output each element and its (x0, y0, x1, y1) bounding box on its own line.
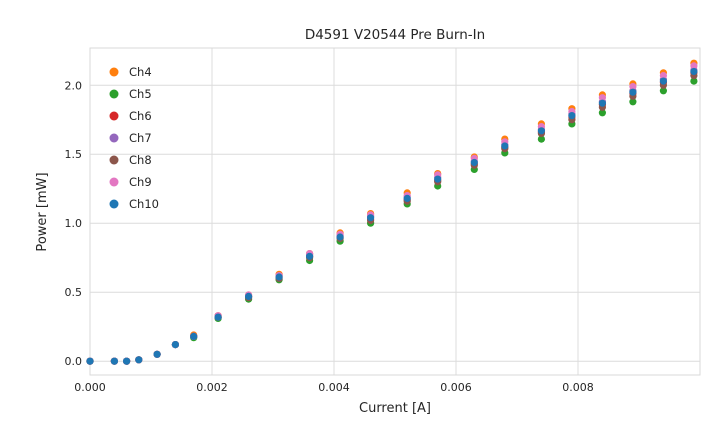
x-tick-labels: 0.000 0.002 0.004 0.006 0.008 (74, 381, 594, 394)
data-points (86, 59, 698, 365)
legend: Ch4 Ch5 Ch6 Ch7 Ch8 Ch9 Ch10 (109, 65, 159, 211)
x-tick-label: 0.008 (562, 381, 594, 394)
data-point-ch9 (690, 62, 698, 70)
x-axis-label: Current [A] (359, 401, 431, 416)
legend-marker-ch5 (109, 89, 119, 99)
legend-marker-ch7 (109, 133, 119, 143)
legend-marker-ch9 (109, 177, 119, 187)
data-point-ch10 (86, 357, 94, 365)
data-point-ch10 (123, 357, 131, 365)
x-tick-label: 0.006 (440, 381, 472, 394)
legend-label-ch9: Ch9 (129, 175, 152, 189)
data-point-ch10 (659, 77, 668, 85)
data-point-ch5 (690, 77, 698, 85)
y-tick-label: 0.5 (65, 286, 83, 299)
legend-label-ch4: Ch4 (129, 65, 152, 79)
legend-marker-ch4 (109, 67, 119, 77)
legend-label-ch7: Ch7 (129, 131, 152, 145)
data-point-ch10 (434, 175, 442, 183)
data-point-ch10 (275, 273, 283, 281)
data-point-ch10 (568, 112, 576, 120)
y-tick-label: 2.0 (65, 79, 83, 92)
data-point-ch10 (537, 127, 546, 135)
legend-marker-ch10 (109, 199, 119, 209)
legend-marker-ch6 (109, 111, 119, 121)
data-point-ch10 (110, 357, 118, 365)
data-point-ch10 (470, 158, 478, 167)
data-point-ch10 (501, 142, 509, 150)
data-point-ch10 (135, 356, 143, 364)
y-tick-label: 0.0 (65, 355, 83, 368)
x-tick-label: 0.000 (74, 381, 106, 394)
data-point-ch10 (214, 313, 222, 321)
legend-marker-ch8 (109, 155, 119, 165)
plot-border (89, 47, 701, 376)
data-point-ch9 (659, 72, 668, 80)
legend-label-ch10: Ch10 (129, 197, 159, 211)
data-point-ch10 (336, 233, 344, 241)
data-point-ch10 (306, 252, 314, 260)
data-point-ch10 (598, 99, 607, 107)
data-point-ch10 (245, 292, 253, 300)
data-point-ch10 (190, 332, 198, 340)
data-point-ch10 (629, 88, 637, 96)
data-point-ch10 (367, 214, 375, 222)
data-point-ch9 (629, 83, 637, 91)
grid-lines (89, 48, 700, 375)
data-point-ch10 (171, 341, 179, 349)
y-tick-labels: 0.0 0.5 1.0 1.5 2.0 (65, 79, 83, 368)
legend-label-ch5: Ch5 (129, 87, 152, 101)
x-tick-label: 0.002 (196, 381, 228, 394)
data-point-ch5 (659, 87, 668, 95)
data-point-ch5 (537, 135, 546, 143)
legend-label-ch8: Ch8 (129, 153, 152, 167)
chart-title: D4591 V20544 Pre Burn-In (305, 27, 485, 43)
y-tick-label: 1.0 (65, 217, 83, 230)
data-point-ch10 (153, 350, 161, 358)
y-tick-label: 1.5 (65, 148, 83, 161)
y-axis-label: Power [mW] (35, 172, 50, 251)
data-point-ch5 (629, 98, 637, 106)
data-point-ch9 (598, 94, 607, 102)
legend-label-ch6: Ch6 (129, 109, 152, 123)
data-point-ch10 (690, 67, 698, 76)
data-point-ch5 (598, 109, 607, 117)
x-tick-label: 0.004 (318, 381, 350, 394)
data-point-ch10 (403, 194, 411, 202)
